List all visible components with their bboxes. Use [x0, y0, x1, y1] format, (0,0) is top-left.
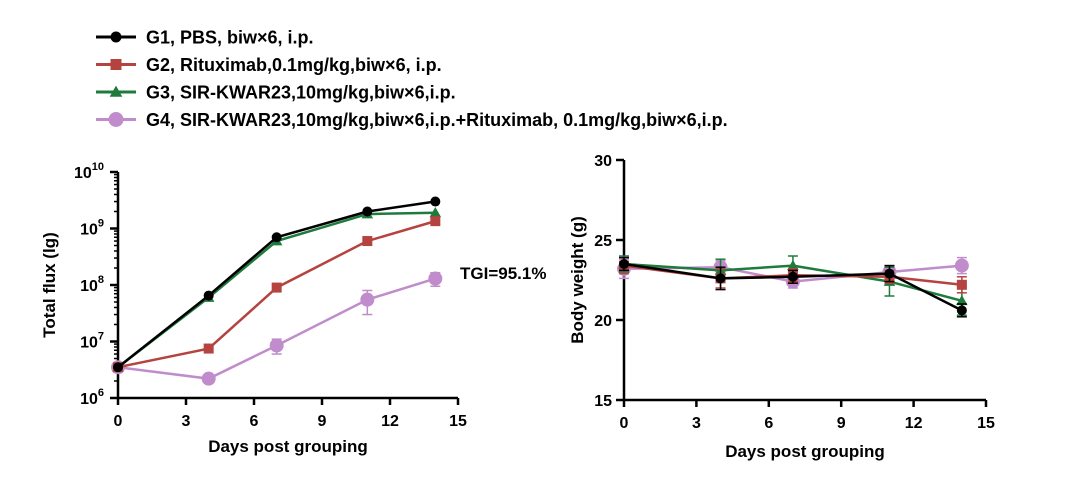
data-point	[956, 305, 967, 316]
x-tick-label: 15	[449, 413, 467, 430]
left-x-axis-title: Days post grouping	[208, 437, 368, 456]
data-point	[884, 268, 895, 279]
right-y-axis-title: Body weight (g)	[568, 216, 587, 343]
legend-label: G2, Rituximab,0.1mg/kg,biw×6, i.p.	[146, 55, 442, 75]
data-point	[619, 259, 629, 269]
data-point	[362, 206, 373, 217]
x-tick-label: 0	[114, 413, 123, 430]
y-tick-label: 107	[80, 331, 104, 352]
data-point	[430, 216, 441, 227]
data-point	[271, 232, 282, 243]
data-point	[271, 282, 282, 293]
x-tick-label: 9	[837, 415, 846, 432]
legend-label: G1, PBS, biw×6, i.p.	[146, 28, 314, 48]
x-tick-label: 12	[905, 415, 923, 432]
left-ticks: 0 3 6 9 12 15 106 107 108 109 1010	[74, 161, 467, 430]
data-point	[787, 259, 799, 270]
y-tick-label: 108	[80, 274, 104, 295]
data-point	[269, 338, 284, 353]
x-tick-label: 6	[250, 413, 259, 430]
legend: G1, PBS, biw×6, i.p. G2, Rituximab,0.1mg/…	[96, 28, 728, 130]
series-1	[113, 196, 441, 373]
y-tick-label: 109	[80, 218, 104, 239]
x-tick-label: 9	[318, 413, 327, 430]
data-point	[428, 271, 443, 286]
x-tick-label: 6	[764, 415, 773, 432]
series-1	[619, 256, 967, 318]
data-point	[715, 273, 726, 284]
tgi-annotation: TGI=95.1%	[460, 264, 546, 283]
x-tick-label: 12	[381, 413, 399, 430]
tumor-flux-chart: 0 3 6 9 12 15 106 107 108 109 1010 Days post group…	[40, 161, 546, 456]
x-tick-label: 3	[182, 413, 191, 430]
y-tick-label: 15	[594, 393, 612, 410]
data-point	[203, 343, 214, 354]
y-tick-label: 106	[80, 387, 104, 408]
data-point	[956, 279, 967, 290]
data-point	[201, 371, 216, 386]
data-point	[113, 362, 123, 373]
legend-marker	[110, 31, 122, 43]
data-point	[203, 290, 214, 301]
data-point	[362, 236, 373, 247]
legend-marker	[109, 85, 123, 97]
x-tick-label: 0	[620, 415, 629, 432]
y-tick-label: 30	[594, 153, 612, 170]
y-tick-label: 1010	[74, 161, 104, 182]
data-point	[954, 258, 969, 273]
right-series	[617, 255, 969, 318]
legend-marker	[108, 112, 124, 127]
data-point	[360, 292, 375, 307]
data-point	[956, 295, 968, 306]
left-y-axis-title: Total flux (lg)	[40, 232, 59, 337]
data-point	[787, 271, 798, 282]
left-series	[111, 196, 443, 386]
x-tick-label: 15	[977, 415, 995, 432]
data-point	[430, 196, 441, 207]
y-tick-label: 25	[594, 233, 612, 250]
x-tick-label: 3	[692, 415, 701, 432]
legend-label: G4, SIR-KWAR23,10mg/kg,biw×6,i.p.+Rituxi…	[146, 110, 728, 130]
body-weight-chart: 0 3 6 9 12 15 15 20 25 30 Days post grouping Body…	[568, 153, 995, 461]
y-tick-label: 20	[594, 313, 612, 330]
legend-label: G3, SIR-KWAR23,10mg/kg,biw×6,i.p.	[146, 83, 456, 103]
right-ticks: 0 3 6 9 12 15 15 20 25 30	[594, 153, 995, 432]
legend-marker	[110, 59, 122, 70]
data-point	[429, 207, 442, 218]
right-x-axis-title: Days post grouping	[725, 442, 885, 461]
